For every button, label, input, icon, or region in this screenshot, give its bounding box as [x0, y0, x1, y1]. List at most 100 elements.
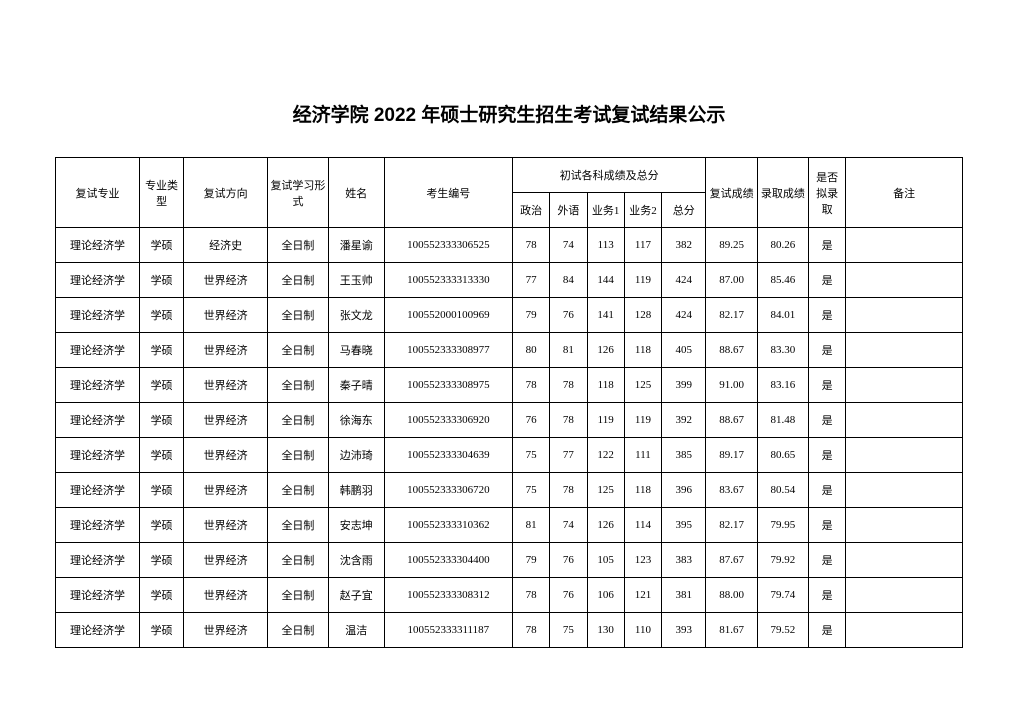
- cell-note: [846, 543, 963, 578]
- header-examid: 考生编号: [384, 158, 512, 228]
- cell-form: 全日制: [268, 403, 329, 438]
- cell-total: 424: [662, 298, 706, 333]
- cell-major: 理论经济学: [56, 543, 140, 578]
- header-form: 复试学习形式: [268, 158, 329, 228]
- table-body: 理论经济学学硕经济史全日制潘星谕100552333306525787411311…: [56, 228, 963, 648]
- cell-luqu: 80.65: [757, 438, 808, 473]
- cell-biz1: 119: [587, 403, 624, 438]
- cell-direction: 世界经济: [184, 613, 268, 648]
- table-row: 理论经济学学硕世界经济全日制温洁100552333311187787513011…: [56, 613, 963, 648]
- cell-name: 边沛琦: [328, 438, 384, 473]
- results-table: 复试专业 专业类型 复试方向 复试学习形式 姓名 考生编号 初试各科成绩及总分 …: [55, 157, 963, 648]
- document-page: 经济学院 2022 年硕士研究生招生考试复试结果公示 复试专业 专业类型 复试方…: [0, 0, 1018, 678]
- cell-type: 学硕: [139, 438, 183, 473]
- cell-biz1: 126: [587, 333, 624, 368]
- cell-fushi: 88.67: [706, 403, 757, 438]
- cell-form: 全日制: [268, 438, 329, 473]
- cell-direction: 世界经济: [184, 403, 268, 438]
- cell-note: [846, 473, 963, 508]
- cell-politics: 77: [512, 263, 549, 298]
- table-row: 理论经济学学硕经济史全日制潘星谕100552333306525787411311…: [56, 228, 963, 263]
- cell-form: 全日制: [268, 333, 329, 368]
- cell-id: 100552333308975: [384, 368, 512, 403]
- cell-name: 王玉帅: [328, 263, 384, 298]
- cell-name: 徐海东: [328, 403, 384, 438]
- cell-form: 全日制: [268, 508, 329, 543]
- cell-form: 全日制: [268, 543, 329, 578]
- table-row: 理论经济学学硕世界经济全日制王玉帅10055233331333077841441…: [56, 263, 963, 298]
- cell-fushi: 88.67: [706, 333, 757, 368]
- cell-total: 399: [662, 368, 706, 403]
- cell-name: 安志坤: [328, 508, 384, 543]
- cell-biz2: 121: [624, 578, 661, 613]
- header-direction: 复试方向: [184, 158, 268, 228]
- cell-direction: 世界经济: [184, 438, 268, 473]
- cell-admitted: 是: [809, 368, 846, 403]
- cell-politics: 81: [512, 508, 549, 543]
- cell-major: 理论经济学: [56, 508, 140, 543]
- table-row: 理论经济学学硕世界经济全日制沈含雨10055233330440079761051…: [56, 543, 963, 578]
- cell-note: [846, 368, 963, 403]
- cell-fushi: 89.17: [706, 438, 757, 473]
- header-major: 复试专业: [56, 158, 140, 228]
- cell-direction: 世界经济: [184, 333, 268, 368]
- cell-total: 396: [662, 473, 706, 508]
- cell-type: 学硕: [139, 228, 183, 263]
- cell-form: 全日制: [268, 368, 329, 403]
- cell-politics: 78: [512, 368, 549, 403]
- table-row: 理论经济学学硕世界经济全日制秦子晴10055233330897578781181…: [56, 368, 963, 403]
- cell-note: [846, 228, 963, 263]
- cell-id: 100552333306920: [384, 403, 512, 438]
- cell-major: 理论经济学: [56, 298, 140, 333]
- table-row: 理论经济学学硕世界经济全日制边沛琦10055233330463975771221…: [56, 438, 963, 473]
- cell-major: 理论经济学: [56, 473, 140, 508]
- cell-direction: 世界经济: [184, 578, 268, 613]
- cell-id: 100552333311187: [384, 613, 512, 648]
- cell-id: 100552333308312: [384, 578, 512, 613]
- cell-name: 马春晓: [328, 333, 384, 368]
- cell-admitted: 是: [809, 508, 846, 543]
- cell-biz1: 126: [587, 508, 624, 543]
- cell-admitted: 是: [809, 403, 846, 438]
- cell-name: 温洁: [328, 613, 384, 648]
- cell-type: 学硕: [139, 473, 183, 508]
- cell-direction: 世界经济: [184, 473, 268, 508]
- cell-biz1: 125: [587, 473, 624, 508]
- cell-fushi: 83.67: [706, 473, 757, 508]
- cell-luqu: 85.46: [757, 263, 808, 298]
- cell-luqu: 80.54: [757, 473, 808, 508]
- cell-major: 理论经济学: [56, 368, 140, 403]
- cell-name: 潘星谕: [328, 228, 384, 263]
- cell-form: 全日制: [268, 473, 329, 508]
- cell-fushi: 82.17: [706, 508, 757, 543]
- cell-politics: 79: [512, 543, 549, 578]
- header-total: 总分: [662, 193, 706, 228]
- cell-biz2: 119: [624, 403, 661, 438]
- cell-form: 全日制: [268, 298, 329, 333]
- cell-name: 张文龙: [328, 298, 384, 333]
- cell-total: 392: [662, 403, 706, 438]
- cell-foreign: 75: [550, 613, 587, 648]
- cell-form: 全日制: [268, 578, 329, 613]
- cell-type: 学硕: [139, 578, 183, 613]
- cell-direction: 世界经济: [184, 263, 268, 298]
- cell-luqu: 79.92: [757, 543, 808, 578]
- table-row: 理论经济学学硕世界经济全日制张文龙10055200010096979761411…: [56, 298, 963, 333]
- cell-form: 全日制: [268, 228, 329, 263]
- cell-foreign: 81: [550, 333, 587, 368]
- cell-politics: 75: [512, 473, 549, 508]
- cell-fushi: 81.67: [706, 613, 757, 648]
- table-row: 理论经济学学硕世界经济全日制韩鹏羽10055233330672075781251…: [56, 473, 963, 508]
- header-fushi: 复试成绩: [706, 158, 757, 228]
- cell-luqu: 81.48: [757, 403, 808, 438]
- cell-total: 395: [662, 508, 706, 543]
- header-luqu: 录取成绩: [757, 158, 808, 228]
- cell-direction: 经济史: [184, 228, 268, 263]
- cell-foreign: 76: [550, 298, 587, 333]
- cell-biz1: 113: [587, 228, 624, 263]
- cell-admitted: 是: [809, 613, 846, 648]
- cell-luqu: 80.26: [757, 228, 808, 263]
- cell-luqu: 79.52: [757, 613, 808, 648]
- cell-direction: 世界经济: [184, 508, 268, 543]
- table-row: 理论经济学学硕世界经济全日制马春晓10055233330897780811261…: [56, 333, 963, 368]
